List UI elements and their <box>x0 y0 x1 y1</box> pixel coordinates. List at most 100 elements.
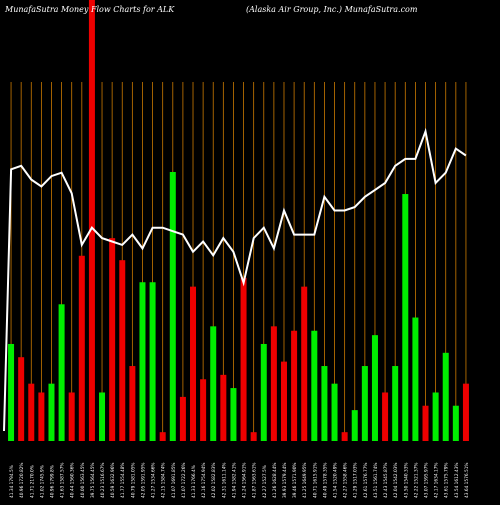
bar <box>190 286 197 441</box>
x-tick-label: 42.27 1558.46% <box>343 462 349 498</box>
x-tick-label: 42.15 1584.74% <box>161 462 167 498</box>
x-tick-label: 41.24 1564.91% <box>242 462 248 498</box>
bar <box>200 379 207 441</box>
x-tick-label: 41.25 1649.95% <box>302 462 308 498</box>
bar <box>260 343 267 441</box>
bar <box>18 357 25 441</box>
x-tick-label: 42.02 1582.83% <box>211 462 217 498</box>
x-tick-label: 42.17 1634.17% <box>434 462 440 498</box>
bar <box>301 286 308 441</box>
x-tick-label: 43.61 1575.79% <box>444 462 450 498</box>
x-tick-label: 41.54 1520.49% <box>333 462 339 498</box>
x-tick-label: 41.34 1794.5% <box>9 465 15 498</box>
x-tick-label: 40.44 1560.36% <box>70 462 76 498</box>
chart-subtitle: (Alaska Air Group, Inc.) MunafaSutra.com <box>246 5 418 14</box>
x-tick-label: 41.27 1534.66% <box>151 462 157 498</box>
bar <box>382 392 389 441</box>
bar <box>280 361 287 441</box>
x-tick-label: 40.00 1563.45% <box>80 462 86 498</box>
x-tick-label: 42.04 1542.03% <box>393 462 399 498</box>
bar <box>58 304 65 441</box>
x-tick-label: 43.07 1595.97% <box>424 462 430 498</box>
x-tick-label: 41.07 1722.26% <box>181 462 187 498</box>
bar <box>270 326 277 441</box>
x-tick-label: 42.16 1754.94% <box>201 462 207 498</box>
bar <box>230 388 237 441</box>
x-tick-label: 41.29 1517.03% <box>353 462 359 498</box>
x-tick-label: 41.63 1587.57% <box>60 462 66 498</box>
x-tick-label: 43.54 1612.43% <box>454 462 460 498</box>
bar <box>452 405 459 441</box>
x-tick-label: 42.43 1545.87% <box>383 462 389 498</box>
x-tick-label: 41.77 1554.48% <box>120 462 126 498</box>
bar <box>250 432 257 441</box>
x-tick-label: 39.46 1571.90% <box>292 462 298 498</box>
bar <box>331 383 338 441</box>
x-tick-label: 41.02 1745.9% <box>39 465 45 498</box>
bar <box>351 410 358 441</box>
bar <box>159 432 166 441</box>
x-tick-label: 41.26 1628.44% <box>272 462 278 498</box>
bar <box>371 335 378 441</box>
x-tick-label: 40.49 1578.35% <box>322 462 328 498</box>
bar <box>311 330 318 441</box>
bar <box>78 255 85 441</box>
x-tick-label: 43.51 1561.74% <box>373 462 379 498</box>
bar <box>432 392 439 441</box>
bar <box>68 392 75 441</box>
bar <box>8 343 15 441</box>
bar <box>129 366 136 441</box>
x-tick-label: 42.61 1576.77% <box>363 462 369 498</box>
bar <box>99 392 106 441</box>
bar <box>240 277 247 441</box>
x-tick-label: 40.71 1615.91% <box>312 462 318 498</box>
x-tick-label: 42.05 1591.95% <box>141 462 147 498</box>
bar <box>361 366 368 441</box>
bar <box>210 326 217 441</box>
bar <box>149 282 156 441</box>
bar <box>341 432 348 441</box>
bar <box>139 282 146 441</box>
chart-title: MunafaSutra Money Flow Charts for ALK <box>5 5 175 14</box>
x-tick-label: 39.93 1579.44% <box>282 462 288 498</box>
x-tick-label: 40.96 1720.82% <box>19 462 25 498</box>
x-tick-label: 41.07 1691.85% <box>171 462 177 498</box>
x-tick-label: 43.64 1576.51% <box>464 462 470 498</box>
bar <box>412 317 419 441</box>
x-tick-label: 40.96 1799.8% <box>50 465 56 498</box>
bar <box>179 396 186 441</box>
bar <box>119 260 126 441</box>
bar <box>291 330 298 441</box>
money-flow-line-path <box>3 127 467 432</box>
x-tick-label: 41.33 1766.4% <box>191 465 197 498</box>
bar <box>38 392 45 441</box>
bar <box>402 194 409 441</box>
bar <box>109 238 116 441</box>
bar <box>422 405 429 441</box>
x-tick-label: 40.59 1632.96% <box>110 462 116 498</box>
bar <box>462 383 469 441</box>
x-tick-label: 39.75 1564.45% <box>90 462 96 498</box>
bar <box>28 383 35 441</box>
x-tick-label: 41.71 2170.0% <box>29 465 35 498</box>
x-tick-label: 41.94 1582.41% <box>231 462 237 498</box>
bar <box>321 366 328 441</box>
bar <box>88 0 95 441</box>
tick-labels: 41.34 1794.5% 40.96 1720.82% 41.71 2170.0%… <box>9 462 470 498</box>
bar <box>392 366 399 441</box>
bar <box>169 171 176 442</box>
bar <box>48 383 55 441</box>
x-tick-label: 40.79 1581.05% <box>130 462 136 498</box>
bar <box>442 352 449 441</box>
x-tick-label: 42.27 1527.5% <box>262 465 268 498</box>
bar <box>220 374 227 441</box>
x-tick-label: 40.23 1516.67% <box>100 462 106 498</box>
money-flow-line <box>3 127 467 432</box>
bars <box>8 0 469 442</box>
x-tick-label: 42.22 1521.37% <box>413 462 419 498</box>
x-tick-label: 42.31 1611.14% <box>221 462 227 498</box>
x-tick-label: 43.50 1540.33% <box>403 462 409 498</box>
x-tick-label: 41.87 1563.61% <box>252 462 258 498</box>
